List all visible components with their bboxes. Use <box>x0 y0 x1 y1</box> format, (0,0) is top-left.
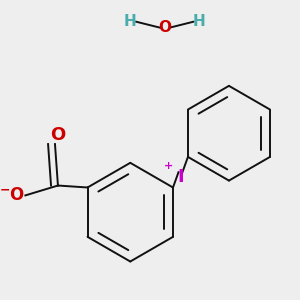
Text: +: + <box>164 161 173 171</box>
Text: I: I <box>177 168 184 186</box>
Text: O: O <box>9 186 24 204</box>
Text: −: − <box>0 184 10 197</box>
Text: O: O <box>158 20 171 35</box>
Text: H: H <box>124 14 136 29</box>
Text: O: O <box>50 126 66 144</box>
Text: H: H <box>193 14 206 29</box>
